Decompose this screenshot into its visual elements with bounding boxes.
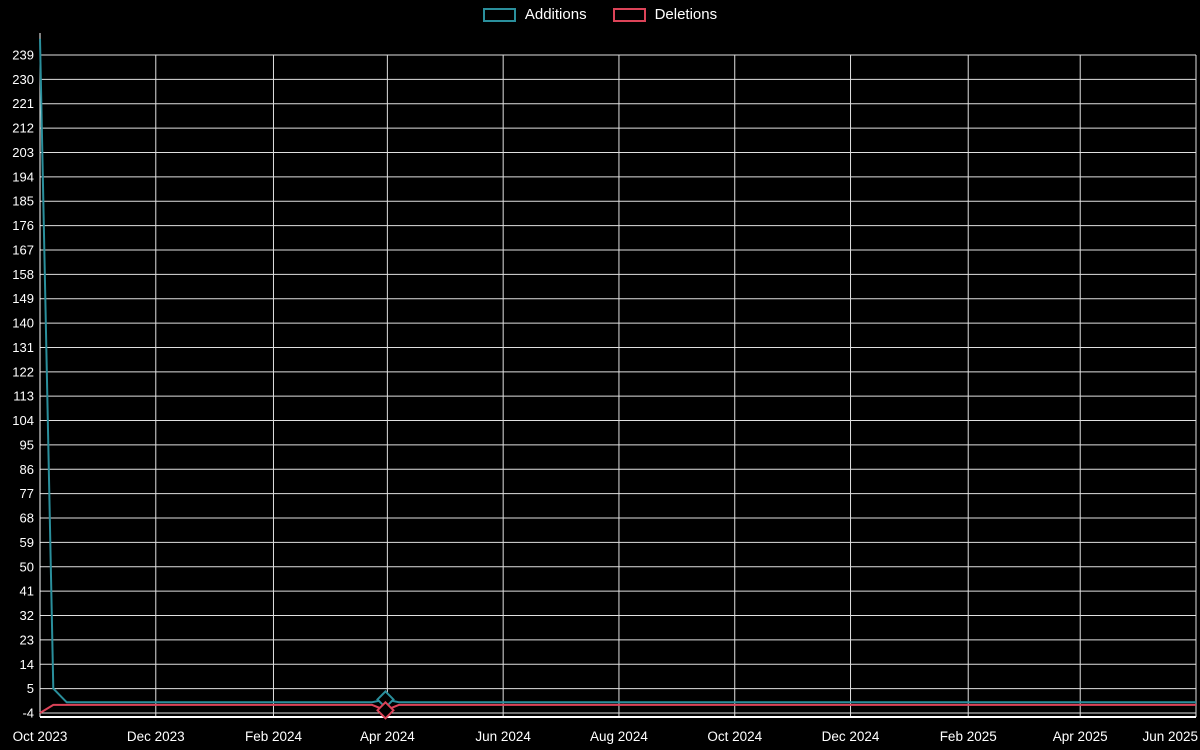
legend-item-deletions[interactable]: Deletions bbox=[612, 6, 718, 23]
y-tick-label: 23 bbox=[20, 632, 34, 647]
chart-legend: Additions Deletions bbox=[0, 7, 1200, 22]
y-tick-label: 32 bbox=[20, 608, 34, 623]
y-tick-label: 167 bbox=[12, 242, 34, 257]
y-tick-label: 5 bbox=[27, 681, 34, 696]
y-tick-label: 221 bbox=[12, 96, 34, 111]
x-tick-label: Jun 2024 bbox=[475, 729, 531, 744]
additions-swatch-icon bbox=[482, 7, 516, 22]
x-tick-label: Dec 2024 bbox=[822, 729, 880, 744]
y-tick-label: 41 bbox=[20, 584, 34, 599]
additions-legend-label: Additions bbox=[524, 6, 587, 23]
y-tick-label: 122 bbox=[12, 364, 34, 379]
y-tick-label: 158 bbox=[12, 267, 34, 282]
y-tick-label: 176 bbox=[12, 218, 34, 233]
y-tick-label: 50 bbox=[20, 559, 34, 574]
x-tick-label: Feb 2025 bbox=[940, 729, 997, 744]
y-tick-label: 185 bbox=[12, 194, 34, 209]
y-tick-label: 95 bbox=[20, 437, 34, 452]
y-tick-label: 194 bbox=[12, 169, 34, 184]
x-tick-label: Dec 2023 bbox=[127, 729, 185, 744]
y-tick-label: 86 bbox=[20, 462, 34, 477]
x-tick-label: Apr 2025 bbox=[1053, 729, 1108, 744]
gridlines bbox=[39, 54, 1197, 717]
y-tick-label: -4 bbox=[22, 706, 34, 721]
y-tick-label: 59 bbox=[20, 535, 34, 550]
deletions-legend-label: Deletions bbox=[654, 6, 718, 23]
y-tick-label: 14 bbox=[20, 657, 34, 672]
y-tick-label: 77 bbox=[20, 486, 34, 501]
y-tick-label: 149 bbox=[12, 291, 34, 306]
x-tick-label: Aug 2024 bbox=[590, 729, 648, 744]
y-tick-label: 131 bbox=[12, 340, 34, 355]
y-tick-label: 68 bbox=[20, 511, 34, 526]
x-tick-label: Oct 2023 bbox=[13, 729, 68, 744]
y-tick-label: 113 bbox=[13, 389, 34, 404]
y-tick-label: 104 bbox=[12, 413, 34, 428]
y-tick-label: 140 bbox=[12, 316, 34, 331]
deletions-swatch-icon bbox=[612, 7, 646, 22]
y-tick-label: 212 bbox=[12, 121, 34, 136]
marker-diamond-deletions bbox=[376, 700, 395, 720]
y-tick-label: 203 bbox=[12, 145, 34, 160]
series-line-additions bbox=[39, 38, 1196, 704]
legend-item-additions[interactable]: Additions bbox=[482, 6, 587, 23]
x-tick-label: Oct 2024 bbox=[707, 729, 762, 744]
x-tick-label: Feb 2024 bbox=[245, 729, 303, 744]
x-tick-label: Apr 2024 bbox=[360, 729, 415, 744]
series-line-deletions bbox=[39, 703, 1196, 714]
x-tick-label: Jun 2025 bbox=[1142, 729, 1198, 744]
y-tick-label: 239 bbox=[12, 48, 34, 63]
y-tick-label: 230 bbox=[12, 72, 34, 87]
